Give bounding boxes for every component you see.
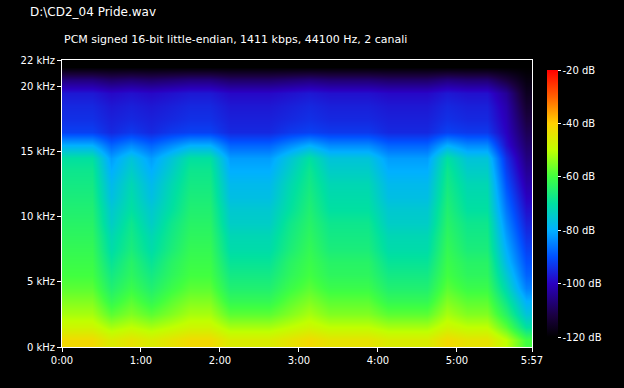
svg-text:1:00: 1:00 (130, 355, 152, 366)
svg-text:22 kHz: 22 kHz (21, 55, 55, 66)
svg-text:PCM signed 16-bit little-endia: PCM signed 16-bit little-endian, 1411 kb… (64, 33, 407, 46)
svg-text:4:00: 4:00 (367, 355, 389, 366)
svg-text:D:\CD2_04 Pride.wav: D:\CD2_04 Pride.wav (30, 5, 156, 19)
svg-text:5 kHz: 5 kHz (27, 276, 55, 287)
svg-text:0 kHz: 0 kHz (27, 342, 55, 353)
svg-text:2:00: 2:00 (209, 355, 231, 366)
svg-text:-20 dB: -20 dB (563, 65, 596, 76)
svg-text:5:00: 5:00 (446, 355, 468, 366)
svg-text:-120 dB: -120 dB (563, 332, 602, 343)
svg-text:-100 dB: -100 dB (563, 278, 602, 289)
svg-text:20 kHz: 20 kHz (21, 81, 55, 92)
svg-text:3:00: 3:00 (288, 355, 310, 366)
svg-text:5:57: 5:57 (521, 355, 543, 366)
svg-text:-80 dB: -80 dB (563, 225, 596, 236)
svg-text:0:00: 0:00 (51, 355, 73, 366)
svg-text:-40 dB: -40 dB (563, 118, 596, 129)
svg-text:10 kHz: 10 kHz (21, 211, 55, 222)
svg-text:-60 dB: -60 dB (563, 171, 596, 182)
svg-text:15 kHz: 15 kHz (21, 146, 55, 157)
